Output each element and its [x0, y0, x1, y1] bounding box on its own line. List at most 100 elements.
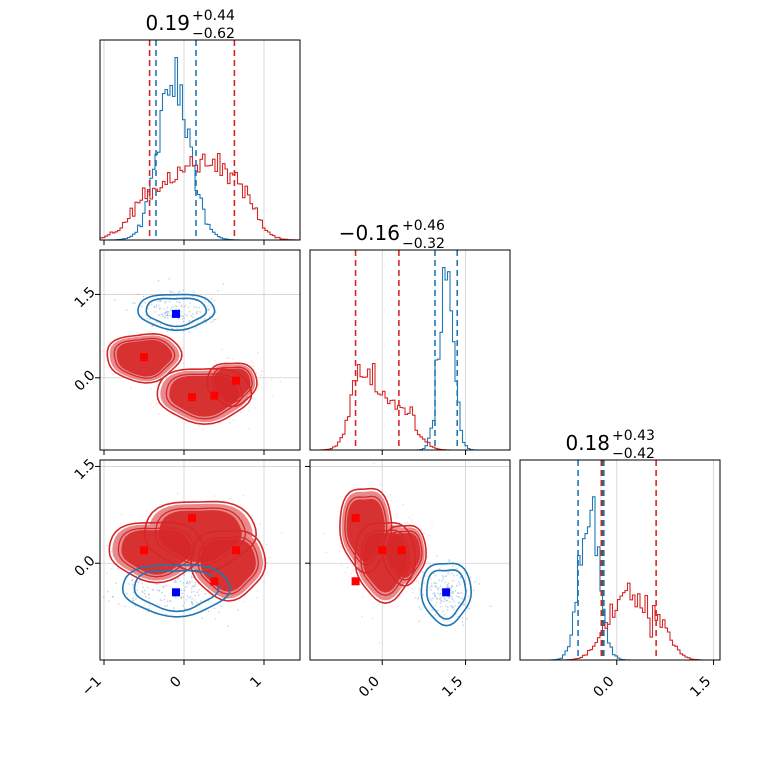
sample-point [451, 595, 453, 598]
sample-point [467, 595, 470, 598]
sample-point [176, 296, 178, 299]
sample-point [196, 601, 198, 604]
sample-point [442, 610, 444, 612]
sample-point [439, 585, 442, 587]
sample-point [429, 597, 431, 600]
sample-point [207, 301, 209, 304]
sample-point [422, 571, 425, 573]
marker-square [172, 309, 180, 318]
sample-point [181, 315, 184, 317]
sample-point [178, 290, 181, 293]
sample-point [419, 590, 421, 592]
sample-point [159, 323, 162, 326]
y-tick-label: 0.0 [72, 367, 99, 394]
sample-point [417, 580, 420, 583]
sample-point [459, 576, 462, 578]
marker-square [140, 353, 148, 362]
sample-point [389, 494, 392, 496]
sample-point [220, 605, 222, 608]
sample-point [451, 586, 453, 588]
sample-point [151, 589, 154, 591]
sample-point [165, 311, 168, 313]
sample-point [448, 559, 450, 561]
sample-point [353, 575, 356, 577]
sample-point [210, 321, 213, 323]
sample-point [166, 314, 169, 317]
sample-point [456, 574, 458, 577]
sample-point [198, 425, 201, 428]
sample-point [182, 604, 185, 607]
sample-point [181, 592, 183, 595]
contour-line [197, 536, 259, 595]
contour-line [143, 500, 258, 573]
marker-square [351, 514, 360, 523]
sample-point [422, 594, 425, 596]
sample-point [101, 350, 103, 352]
sample-point [194, 581, 197, 584]
sample-point [459, 583, 461, 585]
sample-point [248, 428, 250, 430]
sample-point [134, 605, 137, 607]
sample-point [208, 315, 211, 318]
sample-point [153, 306, 156, 309]
sample-point [176, 578, 179, 581]
x-tick-label: 0.0 [591, 674, 618, 701]
sample-point [437, 586, 440, 589]
sample-point [443, 600, 445, 603]
sample-point [213, 607, 216, 610]
sample-point [174, 304, 177, 307]
sample-point [410, 519, 413, 521]
title-median: 0.18 [565, 431, 610, 455]
sample-point [420, 577, 422, 579]
sample-point [450, 605, 452, 608]
sample-point [434, 595, 437, 597]
sample-point [195, 313, 197, 315]
sample-point [191, 580, 193, 582]
sample-point [182, 596, 185, 598]
sample-point [445, 599, 448, 602]
sample-point [180, 597, 182, 599]
marker-square [442, 588, 451, 597]
sample-point [444, 581, 447, 584]
sample-point [489, 605, 492, 608]
sample-point [170, 310, 172, 312]
sample-point [180, 315, 182, 317]
sample-point [137, 293, 139, 295]
contour-line [137, 293, 216, 332]
sample-point [428, 587, 431, 589]
title-plus-error: +0.43 [612, 428, 655, 444]
sample-point [260, 370, 263, 373]
sample-point [404, 522, 407, 525]
sample-point [187, 582, 189, 585]
sample-point [431, 524, 433, 526]
sample-point [452, 565, 454, 567]
sample-point [252, 362, 254, 364]
sample-point [395, 516, 398, 519]
sample-point [251, 397, 254, 400]
sample-point [446, 586, 449, 589]
sample-point [452, 598, 454, 601]
sample-point [207, 309, 209, 312]
sample-point [141, 577, 143, 579]
sample-point [131, 579, 134, 581]
sample-point [132, 591, 135, 593]
sample-point [443, 597, 446, 599]
sample-point [191, 603, 193, 606]
sample-point [163, 598, 166, 601]
sample-point [178, 301, 180, 304]
sample-point [166, 600, 169, 603]
sample-point [183, 589, 186, 592]
sample-point [148, 304, 151, 307]
sample-point [183, 317, 185, 319]
sample-point [182, 320, 185, 323]
sample-point [259, 523, 262, 525]
sample-point [165, 314, 168, 317]
sample-point [469, 576, 472, 579]
sample-point [379, 483, 381, 486]
title-plus-error: +0.46 [402, 218, 445, 234]
sample-point [144, 302, 146, 304]
x-tick-label: −1 [79, 674, 105, 700]
panel-frame [99, 249, 301, 451]
sample-point [175, 305, 178, 308]
sample-point [352, 569, 355, 572]
